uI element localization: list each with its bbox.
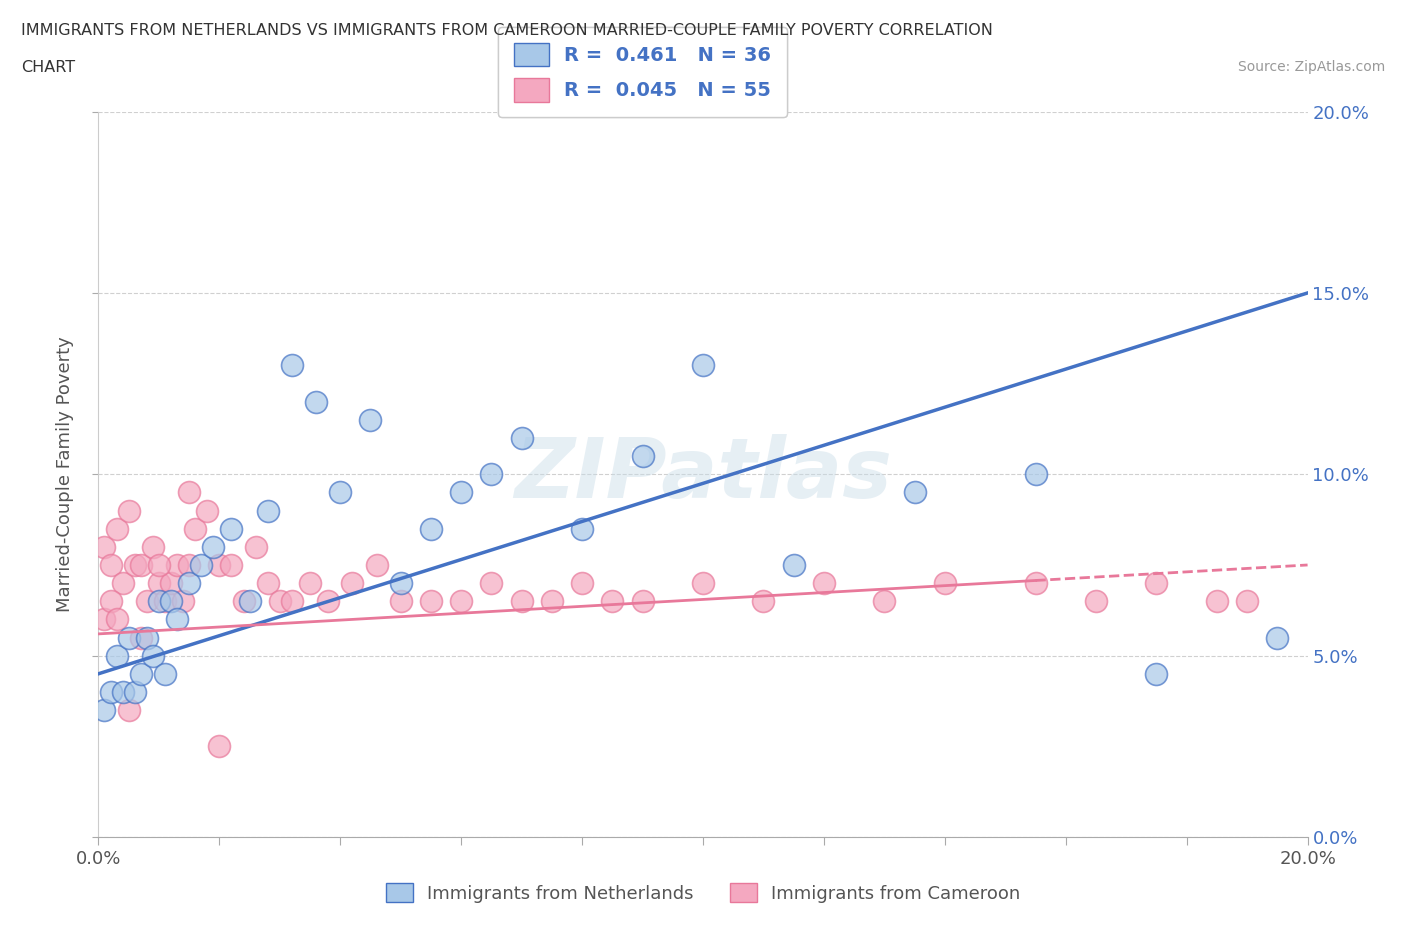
Point xyxy=(100,684,122,699)
Point xyxy=(100,558,122,573)
Point xyxy=(934,576,956,591)
Point xyxy=(153,594,176,609)
Text: Source: ZipAtlas.com: Source: ZipAtlas.com xyxy=(1237,60,1385,74)
Point xyxy=(100,594,122,609)
Point xyxy=(111,684,134,699)
Text: CHART: CHART xyxy=(21,60,75,75)
Point xyxy=(510,431,533,445)
Point xyxy=(481,467,503,482)
Point xyxy=(148,594,170,609)
Point xyxy=(269,594,291,609)
Point xyxy=(190,558,212,573)
Point xyxy=(172,594,194,609)
Point xyxy=(1236,594,1258,609)
Point xyxy=(93,612,115,627)
Point xyxy=(166,558,188,573)
Point xyxy=(93,539,115,554)
Point xyxy=(420,521,443,536)
Point xyxy=(160,594,183,609)
Point xyxy=(631,594,654,609)
Point xyxy=(752,594,775,609)
Point xyxy=(148,576,170,591)
Point xyxy=(904,485,927,500)
Point xyxy=(256,503,278,518)
Point xyxy=(245,539,267,554)
Point xyxy=(256,576,278,591)
Point xyxy=(129,558,152,573)
Point xyxy=(124,558,146,573)
Point xyxy=(232,594,254,609)
Point xyxy=(692,358,714,373)
Point xyxy=(105,612,128,627)
Point xyxy=(184,521,207,536)
Point xyxy=(450,485,472,500)
Point xyxy=(202,539,225,554)
Point xyxy=(221,558,243,573)
Legend: R =  0.461   N = 36, R =  0.045   N = 55: R = 0.461 N = 36, R = 0.045 N = 55 xyxy=(498,27,787,117)
Point xyxy=(135,631,157,645)
Text: IMMIGRANTS FROM NETHERLANDS VS IMMIGRANTS FROM CAMEROON MARRIED-COUPLE FAMILY PO: IMMIGRANTS FROM NETHERLANDS VS IMMIGRANT… xyxy=(21,23,993,38)
Point xyxy=(540,594,562,609)
Point xyxy=(631,449,654,464)
Point xyxy=(571,521,593,536)
Point xyxy=(360,413,382,428)
Point xyxy=(602,594,624,609)
Point xyxy=(571,576,593,591)
Point xyxy=(153,667,176,682)
Point xyxy=(195,503,218,518)
Point xyxy=(813,576,835,591)
Point xyxy=(1085,594,1108,609)
Point xyxy=(692,576,714,591)
Point xyxy=(366,558,388,573)
Point xyxy=(420,594,443,609)
Point xyxy=(166,612,188,627)
Point xyxy=(221,521,243,536)
Point xyxy=(160,576,183,591)
Point xyxy=(281,358,304,373)
Point xyxy=(129,631,152,645)
Point xyxy=(118,631,141,645)
Point xyxy=(135,594,157,609)
Point xyxy=(179,558,201,573)
Point xyxy=(1144,576,1167,591)
Point xyxy=(239,594,262,609)
Point xyxy=(1024,467,1046,482)
Point xyxy=(450,594,472,609)
Point xyxy=(118,703,141,718)
Point xyxy=(389,576,412,591)
Point xyxy=(305,394,328,409)
Point xyxy=(111,576,134,591)
Point xyxy=(329,485,352,500)
Point xyxy=(281,594,304,609)
Point xyxy=(510,594,533,609)
Point xyxy=(208,558,231,573)
Legend: Immigrants from Netherlands, Immigrants from Cameroon: Immigrants from Netherlands, Immigrants … xyxy=(377,874,1029,911)
Point xyxy=(118,503,141,518)
Point xyxy=(129,667,152,682)
Point xyxy=(148,558,170,573)
Point xyxy=(1267,631,1289,645)
Point xyxy=(873,594,896,609)
Point xyxy=(208,738,231,753)
Point xyxy=(1144,667,1167,682)
Point xyxy=(142,539,165,554)
Text: ZIPatlas: ZIPatlas xyxy=(515,433,891,515)
Point xyxy=(93,703,115,718)
Point xyxy=(481,576,503,591)
Point xyxy=(124,684,146,699)
Point xyxy=(105,648,128,663)
Point xyxy=(1024,576,1046,591)
Point xyxy=(342,576,364,591)
Point xyxy=(316,594,339,609)
Point xyxy=(179,576,201,591)
Point xyxy=(105,521,128,536)
Point xyxy=(142,648,165,663)
Point xyxy=(783,558,806,573)
Point xyxy=(1206,594,1229,609)
Point xyxy=(389,594,412,609)
Y-axis label: Married-Couple Family Poverty: Married-Couple Family Poverty xyxy=(56,337,75,612)
Point xyxy=(299,576,322,591)
Point xyxy=(179,485,201,500)
